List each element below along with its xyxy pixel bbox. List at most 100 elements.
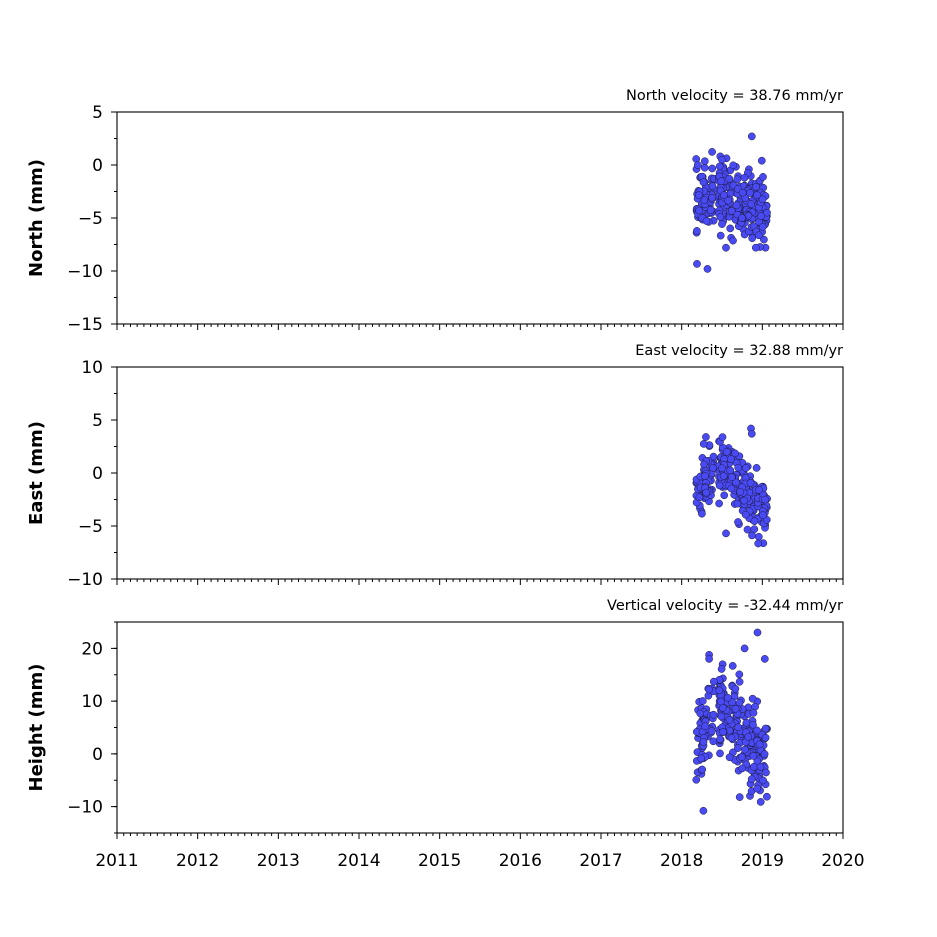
- data-point: [707, 727, 716, 736]
- data-point: [722, 243, 730, 252]
- data-point: [729, 236, 737, 245]
- data-point: [741, 510, 750, 519]
- x-tick-label: 2014: [337, 851, 380, 871]
- data-point: [695, 206, 704, 215]
- data-point: [693, 227, 701, 235]
- y-axis-label: Height (mm): [26, 664, 47, 792]
- data-point: [715, 481, 724, 490]
- data-point: [743, 525, 752, 534]
- data-point: [692, 775, 701, 784]
- data-point: [719, 472, 728, 480]
- data-point: [738, 188, 747, 197]
- data-point: [738, 214, 746, 222]
- data-point: [755, 486, 763, 494]
- y-axis-label: East (mm): [26, 421, 47, 525]
- data-point: [717, 665, 726, 673]
- data-point: [718, 220, 726, 228]
- plot-frame-height: [116, 621, 844, 834]
- data-point: [744, 733, 753, 741]
- data-point: [742, 464, 750, 472]
- data-point: [703, 265, 712, 273]
- y-axis-label: North (mm): [26, 159, 47, 277]
- data-point: [756, 798, 765, 806]
- velocity-annotation: East velocity = 32.88 mm/yr: [635, 343, 843, 359]
- data-point: [699, 440, 708, 448]
- y-tick-label: 0: [92, 156, 103, 176]
- data-point: [736, 487, 745, 496]
- data-point: [698, 509, 706, 518]
- y-tick-label: 5: [92, 411, 103, 431]
- data-point: [749, 752, 758, 760]
- data-point: [757, 212, 766, 220]
- data-point: [760, 655, 769, 663]
- y-tick-label: −10: [67, 570, 103, 590]
- data-point: [722, 447, 731, 456]
- data-point: [722, 529, 730, 538]
- data-point: [693, 161, 702, 169]
- y-tick-label: 0: [92, 745, 103, 765]
- data-point: [756, 762, 765, 771]
- data-point: [715, 686, 724, 695]
- data-point: [761, 733, 770, 742]
- velocity-annotation: Vertical velocity = -32.44 mm/yr: [607, 598, 843, 614]
- data-point: [705, 685, 713, 694]
- data-point: [732, 201, 741, 210]
- data-point: [727, 207, 736, 215]
- data-point: [749, 762, 758, 771]
- panel-north: 5 0 −5 −10 −15 North (mm) North velocity = 38.…: [26, 88, 844, 335]
- y-tick-label: −5: [78, 517, 103, 537]
- data-point: [728, 662, 737, 670]
- data-point: [755, 231, 763, 240]
- data-point: [708, 193, 716, 202]
- data-point: [716, 735, 724, 743]
- data-point: [746, 189, 754, 197]
- data-point: [695, 191, 703, 200]
- data-point: [715, 162, 724, 171]
- data-point: [709, 737, 718, 746]
- data-point: [700, 157, 709, 166]
- data-point: [735, 670, 744, 679]
- y-tick-label: 20: [81, 639, 103, 659]
- velocity-annotation: North velocity = 38.76 mm/yr: [626, 88, 843, 104]
- x-tick-label: 2016: [499, 851, 542, 871]
- data-point: [699, 178, 708, 187]
- data-point: [738, 764, 747, 773]
- data-point: [717, 712, 726, 721]
- data-point: [734, 723, 743, 732]
- data-point: [735, 793, 744, 801]
- data-point: [749, 720, 757, 729]
- y-tick-label: −15: [67, 315, 103, 335]
- data-point: [708, 148, 716, 156]
- data-point: [750, 517, 759, 526]
- data-point: [754, 532, 763, 541]
- data-points-north: [692, 132, 771, 273]
- data-point: [718, 433, 727, 441]
- x-tick-label: 2019: [741, 851, 784, 871]
- data-point: [737, 753, 746, 761]
- data-point: [755, 740, 764, 749]
- data-point: [761, 724, 770, 733]
- data-point: [725, 753, 734, 762]
- data-point: [734, 463, 743, 472]
- data-point: [753, 628, 762, 637]
- data-point: [718, 464, 726, 473]
- x-tick-label: 2015: [418, 851, 461, 871]
- data-point: [763, 792, 771, 801]
- data-point: [727, 734, 736, 742]
- data-point: [700, 460, 708, 469]
- x-tick-label: 2020: [821, 851, 864, 871]
- data-point: [734, 744, 742, 752]
- data-point: [729, 161, 738, 170]
- panel-height: 20 10 0 −10 2011 2012 2013 2014 2015 2016 2017 2018…: [26, 598, 865, 871]
- data-point: [747, 132, 756, 141]
- data-point: [760, 235, 768, 244]
- data-point: [734, 518, 742, 526]
- data-point: [740, 644, 749, 653]
- data-point: [731, 684, 740, 693]
- y-tick-label: 10: [81, 358, 103, 378]
- data-point: [727, 455, 735, 463]
- data-point: [716, 749, 724, 758]
- data-point: [701, 472, 709, 480]
- data-point: [731, 704, 740, 713]
